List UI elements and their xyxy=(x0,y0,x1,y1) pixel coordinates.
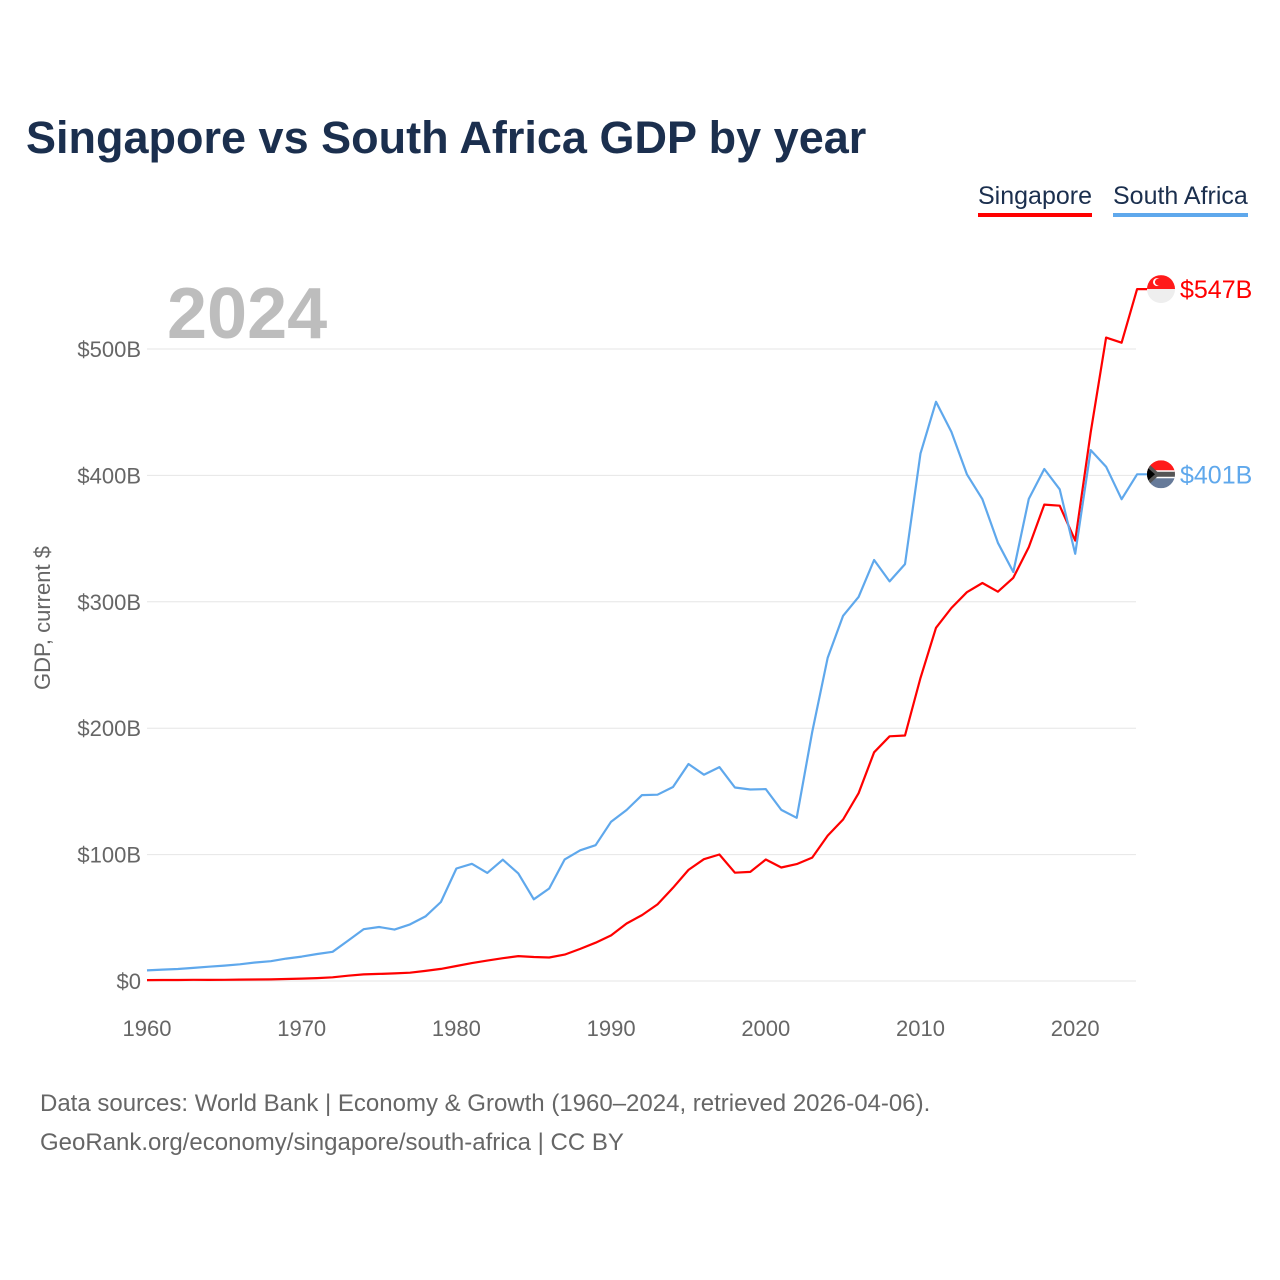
source-link[interactable]: GeoRank.org/economy/singapore/south-afri… xyxy=(40,1129,624,1156)
x-tick-label: 2000 xyxy=(741,1016,790,1041)
y-tick-label: $500B xyxy=(77,337,141,362)
y-tick-label: $0 xyxy=(117,969,141,994)
x-tick-label: 1960 xyxy=(123,1016,172,1041)
chart-title: Singapore vs South Africa GDP by year xyxy=(26,112,867,163)
series-line-1 xyxy=(146,400,1147,972)
x-tick-label: 2010 xyxy=(896,1016,945,1041)
singapore-flag-icon xyxy=(1147,275,1175,304)
x-tick-label: 1990 xyxy=(587,1016,636,1041)
x-tick-label: 1970 xyxy=(277,1016,326,1041)
y-tick-label: $100B xyxy=(77,843,141,868)
y-tick-label: $200B xyxy=(77,716,141,741)
footer: Data sources: World Bank | Economy & Gro… xyxy=(40,1084,930,1162)
legend-south-africa[interactable]: South Africa xyxy=(1113,182,1248,217)
legend-singapore[interactable]: Singapore xyxy=(978,182,1092,217)
year-label: 2024 xyxy=(167,274,327,354)
y-axis-label: GDP, current $ xyxy=(30,546,55,690)
series-line-0 xyxy=(146,288,1147,982)
y-tick-label: $400B xyxy=(77,463,141,488)
south-africa-flag-icon xyxy=(1147,460,1175,489)
x-tick-label: 2020 xyxy=(1051,1016,1100,1041)
end-value-label-1: $401B xyxy=(1180,461,1252,489)
source-note: Data sources: World Bank | Economy & Gro… xyxy=(40,1090,931,1117)
y-tick-label: $300B xyxy=(77,590,141,615)
end-value-label-0: $547B xyxy=(1180,276,1252,304)
x-tick-label: 1980 xyxy=(432,1016,481,1041)
